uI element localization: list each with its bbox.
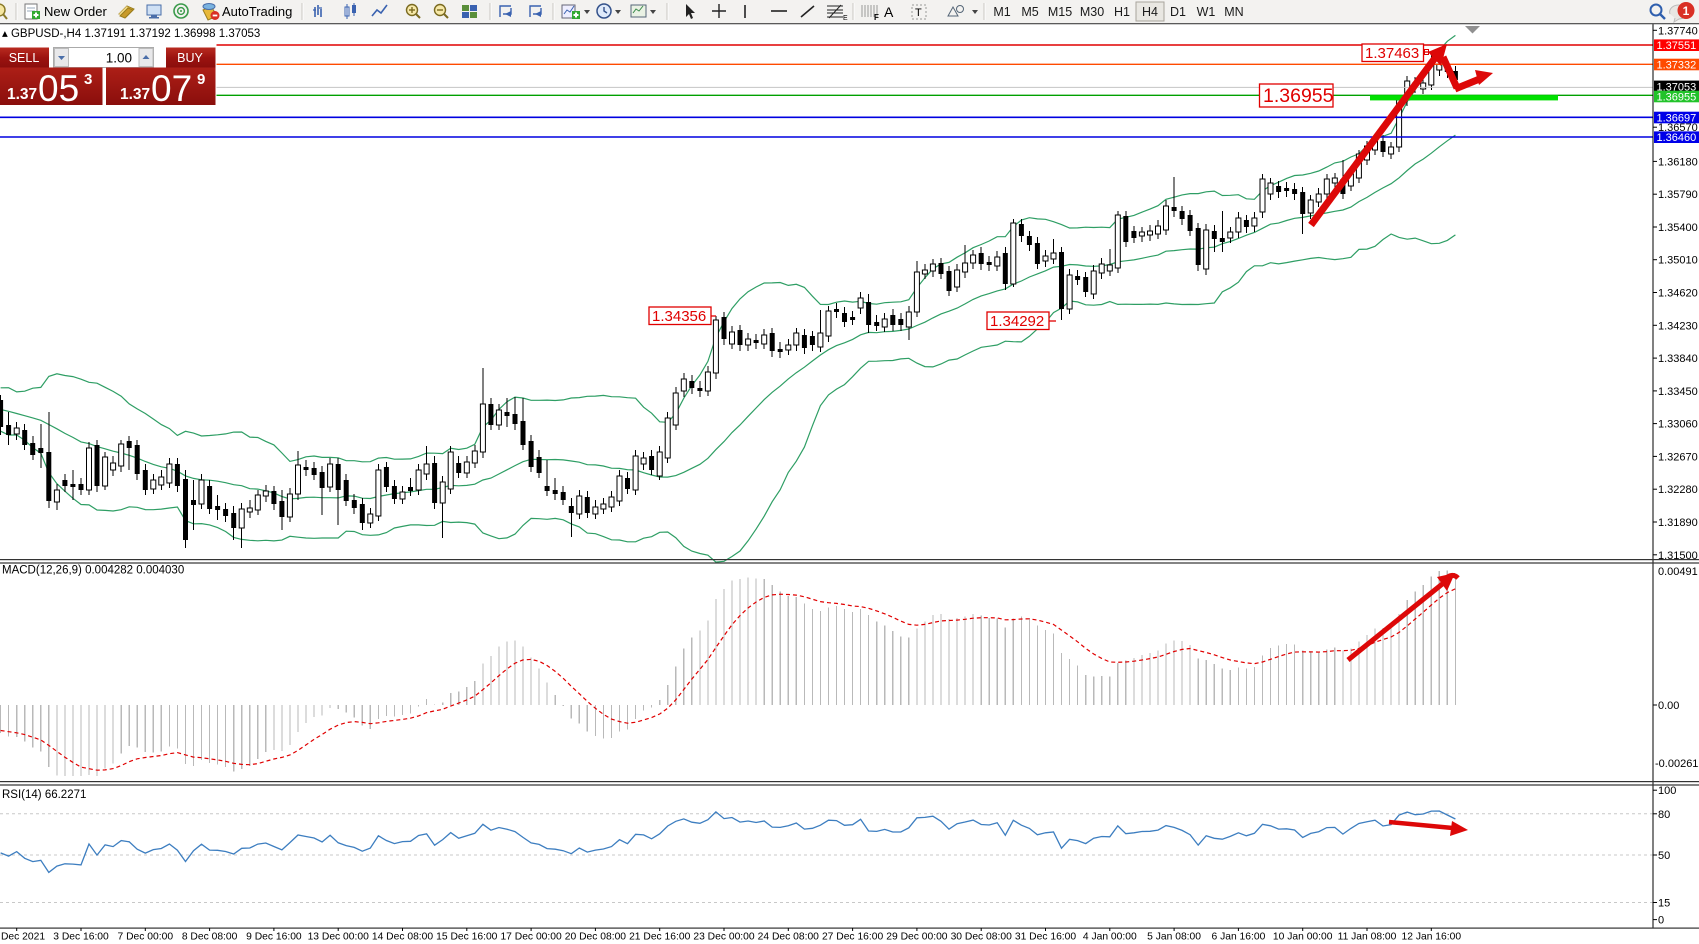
svg-text:8 Dec 08:00: 8 Dec 08:00 (182, 932, 238, 943)
svg-text:9 Dec 16:00: 9 Dec 16:00 (246, 932, 302, 943)
svg-text:SELL: SELL (9, 51, 40, 65)
svg-text:29 Dec 00:00: 29 Dec 00:00 (886, 932, 948, 943)
svg-text:-0.002612: -0.002612 (1655, 758, 1699, 770)
svg-text:1.33450: 1.33450 (1658, 386, 1698, 398)
svg-text:0: 0 (1658, 915, 1664, 927)
svg-text:T: T (915, 7, 922, 19)
svg-text:31 Dec 16:00: 31 Dec 16:00 (1015, 932, 1077, 943)
svg-text:AutoTrading: AutoTrading (222, 4, 292, 19)
svg-text:1.37053: 1.37053 (1657, 81, 1697, 93)
svg-text:Dec 2021: Dec 2021 (1, 932, 45, 943)
svg-text:1.33840: 1.33840 (1658, 353, 1698, 365)
svg-text:3: 3 (84, 71, 92, 88)
svg-text:▴ GBPUSD-,H4 1.37191 1.37192: ▴ GBPUSD-,H4 1.37191 1.37192 1.36998 1.3… (2, 28, 260, 40)
svg-text:1.35400: 1.35400 (1658, 222, 1698, 234)
svg-text:1.36697: 1.36697 (1657, 113, 1697, 125)
svg-text:12 Jan 16:00: 12 Jan 16:00 (1402, 932, 1462, 943)
svg-text:1.36570: 1.36570 (1658, 122, 1698, 134)
svg-text:07: 07 (151, 68, 192, 109)
svg-text:4 Jan 00:00: 4 Jan 00:00 (1083, 932, 1137, 943)
svg-text:M15: M15 (1048, 5, 1072, 19)
svg-text:1.36955: 1.36955 (1263, 85, 1334, 107)
svg-text:7 Dec 00:00: 7 Dec 00:00 (118, 932, 174, 943)
svg-text:1.35010: 1.35010 (1658, 255, 1698, 267)
svg-text:H4: H4 (1142, 5, 1158, 19)
svg-text:M1: M1 (993, 5, 1010, 19)
svg-text:14 Dec 08:00: 14 Dec 08:00 (372, 932, 434, 943)
svg-text:10 Jan 00:00: 10 Jan 00:00 (1273, 932, 1333, 943)
svg-text:17 Dec 00:00: 17 Dec 00:00 (500, 932, 562, 943)
svg-text:1.37: 1.37 (7, 86, 37, 103)
svg-text:E: E (843, 15, 848, 22)
svg-text:1.31500: 1.31500 (1658, 550, 1698, 562)
svg-text:1.35790: 1.35790 (1658, 189, 1698, 201)
svg-text:80: 80 (1658, 809, 1670, 821)
svg-text:30 Dec 08:00: 30 Dec 08:00 (951, 932, 1013, 943)
svg-text:1.37740: 1.37740 (1658, 25, 1698, 37)
svg-text:F: F (874, 13, 879, 22)
svg-text:100: 100 (1658, 785, 1676, 797)
svg-text:9: 9 (197, 71, 205, 88)
svg-text:1.32280: 1.32280 (1658, 484, 1698, 496)
svg-text:3 Dec 16:00: 3 Dec 16:00 (53, 932, 109, 943)
svg-text:23 Dec 00:00: 23 Dec 00:00 (693, 932, 755, 943)
svg-text:1.32670: 1.32670 (1658, 451, 1698, 463)
svg-text:1.00: 1.00 (106, 51, 132, 66)
svg-text:M5: M5 (1021, 5, 1038, 19)
svg-text:11 Jan 08:00: 11 Jan 08:00 (1338, 932, 1397, 943)
svg-text:20 Dec 08:00: 20 Dec 08:00 (565, 932, 627, 943)
svg-text:15 Dec 16:00: 15 Dec 16:00 (436, 932, 498, 943)
svg-text:1.36955: 1.36955 (1657, 92, 1697, 104)
svg-text:1.37463: 1.37463 (1365, 45, 1419, 62)
svg-text:21 Dec 16:00: 21 Dec 16:00 (629, 932, 691, 943)
svg-text:H1: H1 (1114, 5, 1130, 19)
svg-text:15: 15 (1658, 898, 1670, 910)
svg-text:13 Dec 00:00: 13 Dec 00:00 (308, 932, 370, 943)
svg-text:6 Jan 16:00: 6 Jan 16:00 (1211, 932, 1265, 943)
svg-text:1.36460: 1.36460 (1657, 132, 1697, 144)
svg-text:1.34620: 1.34620 (1658, 288, 1698, 300)
svg-text:05: 05 (38, 68, 79, 109)
svg-text:24 Dec 08:00: 24 Dec 08:00 (758, 932, 820, 943)
svg-text:New Order: New Order (44, 4, 108, 19)
svg-text:RSI(14) 66.2271: RSI(14) 66.2271 (2, 789, 86, 801)
svg-text:MACD(12,26,9) 0.004282 0.00403: MACD(12,26,9) 0.004282 0.004030 (2, 565, 184, 577)
svg-text:MN: MN (1224, 5, 1243, 19)
svg-text:D1: D1 (1170, 5, 1186, 19)
svg-text:M30: M30 (1080, 5, 1104, 19)
svg-text:27 Dec 16:00: 27 Dec 16:00 (822, 932, 884, 943)
svg-text:1.36180: 1.36180 (1658, 156, 1698, 168)
svg-text:BUY: BUY (177, 51, 203, 65)
svg-text:5 Jan 08:00: 5 Jan 08:00 (1147, 932, 1201, 943)
svg-text:50: 50 (1658, 850, 1670, 862)
svg-text:1.34230: 1.34230 (1658, 320, 1698, 332)
svg-text:1.31890: 1.31890 (1658, 517, 1698, 529)
svg-text:1.33060: 1.33060 (1658, 419, 1698, 431)
svg-text:A: A (884, 4, 894, 20)
svg-text:1.37551: 1.37551 (1657, 40, 1697, 52)
svg-text:0.00: 0.00 (1658, 700, 1679, 712)
svg-text:1: 1 (1683, 4, 1690, 18)
svg-text:1.34356: 1.34356 (652, 308, 706, 325)
svg-text:0.00491: 0.00491 (1658, 566, 1698, 578)
svg-text:1.37: 1.37 (120, 86, 150, 103)
svg-text:1.34292: 1.34292 (990, 313, 1044, 330)
svg-text:1.37332: 1.37332 (1657, 60, 1697, 72)
svg-text:W1: W1 (1197, 5, 1216, 19)
